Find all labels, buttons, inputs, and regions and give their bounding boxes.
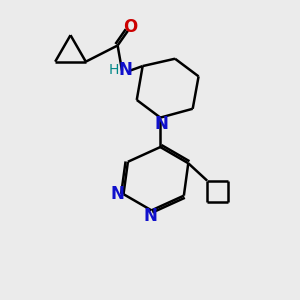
Text: H: H (109, 64, 119, 77)
Text: N: N (143, 207, 157, 225)
Text: N: N (110, 185, 124, 203)
Text: N: N (118, 61, 132, 80)
Text: O: O (123, 18, 137, 36)
Text: N: N (154, 115, 168, 133)
